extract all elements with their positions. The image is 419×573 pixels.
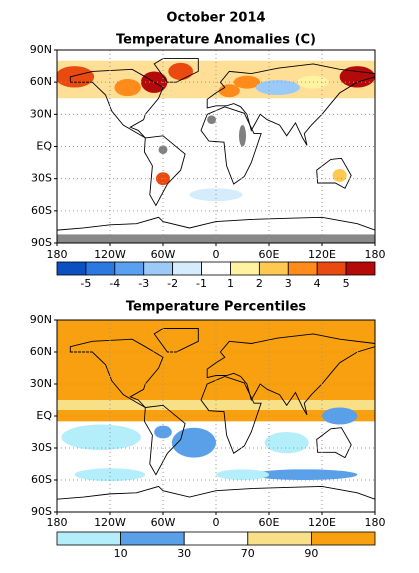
anomaly-area — [61, 424, 141, 451]
colorbar-swatch — [172, 261, 202, 276]
lat-tick-label: 30N — [30, 377, 52, 390]
lon-tick-label: 180 — [47, 516, 68, 529]
colorbar-label: -1 — [196, 277, 207, 290]
colorbar-swatch — [316, 261, 347, 276]
lon-tick-label: 0 — [213, 516, 220, 529]
anomaly-area — [339, 66, 375, 88]
colorbar-label: -2 — [167, 277, 178, 290]
colorbar-swatch — [56, 531, 121, 546]
lat-tick-label: EQ — [36, 409, 52, 422]
colorbar-swatch — [114, 261, 145, 276]
coastline — [69, 68, 164, 139]
anomaly-area — [158, 145, 168, 155]
lat-tick-label: 90N — [30, 43, 52, 56]
colorbar-label: -3 — [138, 277, 149, 290]
anomaly-area — [216, 469, 269, 480]
lon-tick-label: 120E — [308, 516, 336, 529]
anomaly-area — [332, 169, 347, 182]
lat-tick-label: 60N — [30, 75, 52, 88]
colorbar-swatch — [143, 261, 174, 276]
lon-tick-label: 60E — [259, 248, 280, 261]
colorbar-label: 1 — [227, 277, 234, 290]
colorbar-swatch — [120, 531, 185, 546]
coastline — [200, 106, 262, 185]
coastline — [200, 376, 262, 454]
lon-tick-label: 120W — [94, 516, 126, 529]
colorbar-label: 3 — [285, 277, 292, 290]
lon-tick-label: 60E — [259, 516, 280, 529]
colorbar-label: -4 — [109, 277, 120, 290]
map-title: Temperature Anomalies (C) — [116, 33, 316, 48]
coastline — [153, 58, 199, 83]
coastline — [57, 485, 375, 500]
lon-tick-label: 60W — [151, 248, 176, 261]
lat-tick-label: 90S — [31, 236, 52, 249]
lat-tick-label: 90N — [30, 313, 52, 326]
colorbar-swatch — [258, 261, 289, 276]
colorbar-swatch — [230, 261, 260, 276]
colorbar-swatch — [201, 261, 231, 276]
colorbar-label: 5 — [343, 277, 350, 290]
lat-tick-label: 60S — [31, 473, 52, 486]
coastline — [69, 338, 164, 408]
lon-tick-label: 180 — [365, 248, 386, 261]
colorbar-swatch — [247, 531, 312, 546]
lat-tick-label: EQ — [36, 140, 52, 153]
colorbar-swatch — [310, 531, 376, 546]
anomaly-area — [233, 75, 261, 89]
colorbar-label: 30 — [177, 547, 191, 560]
colorbar-label: 10 — [114, 547, 128, 560]
coastline — [143, 404, 186, 476]
colorbar-label: 70 — [241, 547, 255, 560]
lon-tick-label: 120E — [308, 248, 336, 261]
anomaly-area — [238, 125, 247, 147]
coastline — [316, 157, 352, 189]
lon-tick-label: 180 — [365, 516, 386, 529]
coastline — [206, 63, 375, 146]
colorbar-swatch — [183, 531, 249, 546]
colorbar-swatch — [56, 261, 87, 276]
anomaly-area — [171, 427, 217, 458]
lat-tick-label: 30N — [30, 107, 52, 120]
lon-tick-label: 60W — [151, 516, 176, 529]
lat-tick-label: 90S — [31, 505, 52, 518]
map-title: Temperature Percentiles — [126, 300, 307, 315]
colorbar-swatch — [85, 261, 116, 276]
lat-tick-label: 30S — [31, 172, 52, 185]
lon-tick-label: 180 — [47, 248, 68, 261]
anomaly-area — [57, 66, 95, 88]
lon-tick-label: 0 — [213, 248, 220, 261]
colorbar-swatch — [345, 261, 376, 276]
anomaly-area — [264, 432, 309, 454]
anomaly-area — [168, 62, 194, 81]
colorbar-label: 4 — [314, 277, 321, 290]
anomaly-area — [255, 80, 300, 96]
coastline — [153, 328, 199, 353]
colorbar-label: 90 — [304, 547, 318, 560]
map-frame — [56, 319, 376, 513]
coastline — [206, 333, 375, 416]
lon-tick-label: 120W — [94, 248, 126, 261]
lat-tick-label: 30S — [31, 441, 52, 454]
anomaly-area — [251, 469, 358, 480]
lat-tick-label: 60S — [31, 204, 52, 217]
anomaly-area — [74, 468, 146, 482]
anomaly-area — [322, 407, 358, 425]
map-frame — [56, 49, 376, 244]
colorbar-label: -5 — [80, 277, 91, 290]
anomaly-area — [207, 115, 216, 124]
anomaly-area — [114, 78, 141, 97]
coastline — [143, 135, 186, 207]
colorbar-label: 2 — [256, 277, 263, 290]
lat-tick-label: 60N — [30, 345, 52, 358]
colorbar-swatch — [287, 261, 318, 276]
coastline — [57, 216, 375, 231]
coastline — [316, 427, 352, 459]
page-title: October 2014 — [166, 11, 265, 26]
